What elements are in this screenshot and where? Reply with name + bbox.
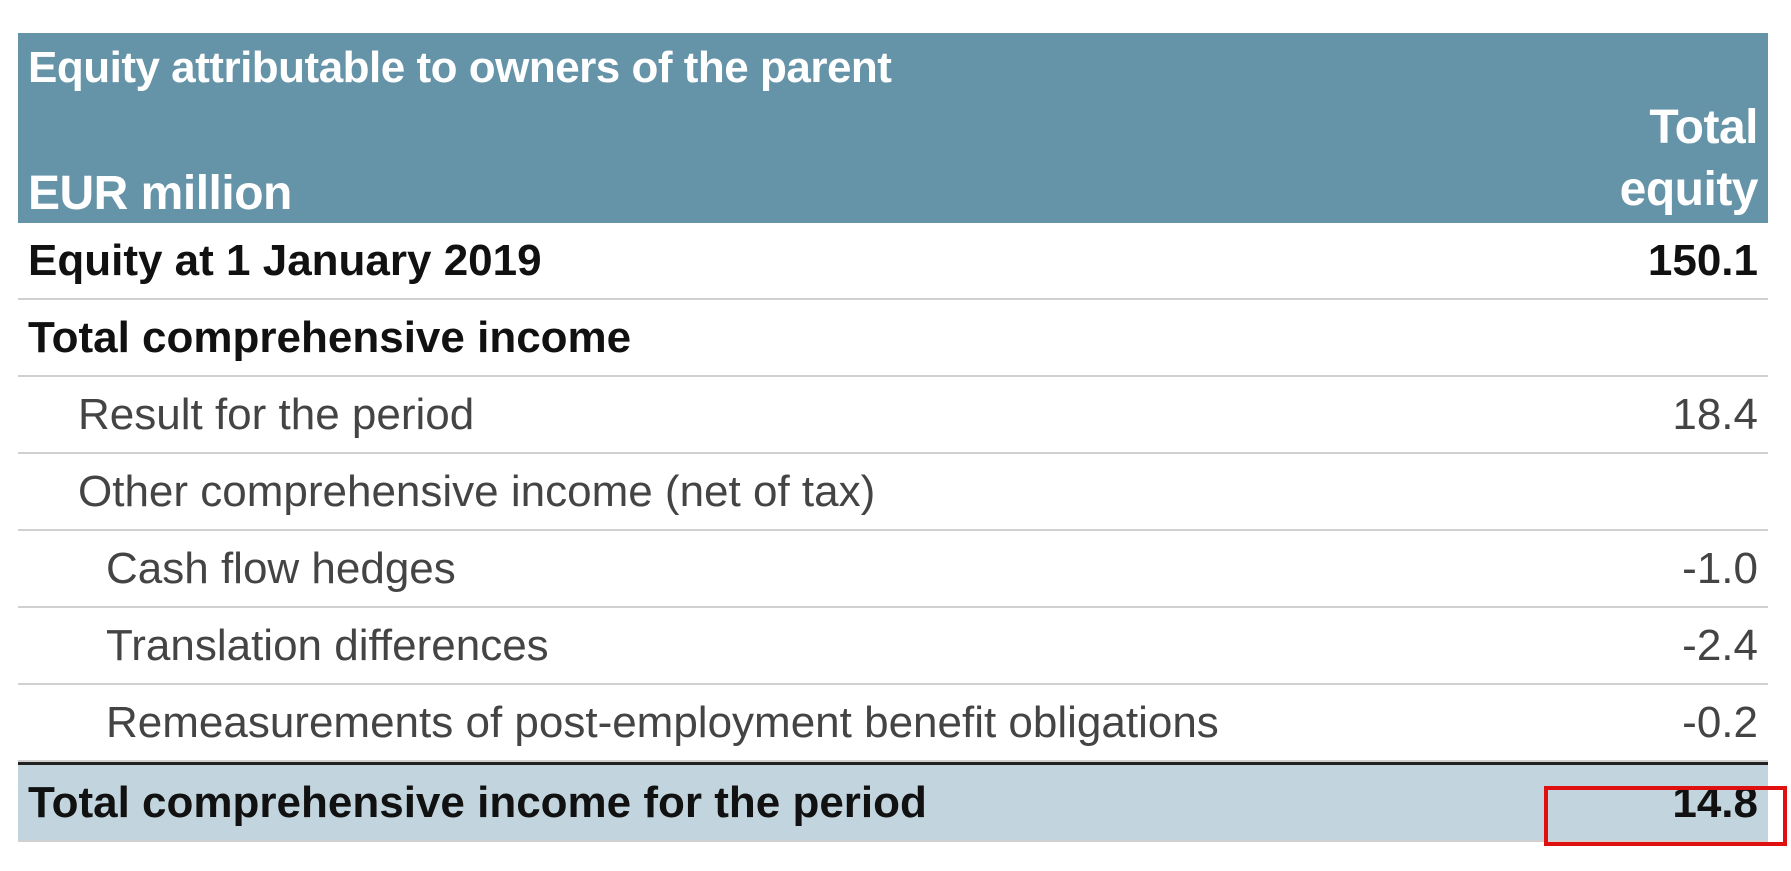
column-header-line2: equity bbox=[1619, 163, 1759, 216]
table-title: Equity attributable to owners of the par… bbox=[28, 43, 892, 92]
column-header-line1: Total bbox=[1649, 101, 1758, 154]
table-row: Total comprehensive income bbox=[18, 300, 1768, 377]
row-label: Result for the period bbox=[78, 389, 475, 439]
row-label: Cash flow hedges bbox=[106, 543, 456, 593]
row-label: Remeasurements of post-employment benefi… bbox=[106, 697, 1219, 747]
row-label: Other comprehensive income (net of tax) bbox=[78, 466, 876, 516]
highlight-box bbox=[1544, 786, 1787, 846]
row-label: Total comprehensive income for the perio… bbox=[28, 777, 927, 827]
table-row: Other comprehensive income (net of tax) bbox=[18, 454, 1768, 531]
column-header-total-equity: Total equity bbox=[1508, 97, 1759, 221]
total-row: Total comprehensive income for the perio… bbox=[18, 762, 1768, 842]
row-label: Equity at 1 January 2019 bbox=[28, 235, 542, 285]
table-row: Translation differences -2.4 bbox=[18, 608, 1768, 685]
unit-label: EUR million bbox=[28, 167, 292, 220]
table-row: Remeasurements of post-employment benefi… bbox=[18, 685, 1768, 762]
table-row: Cash flow hedges -1.0 bbox=[18, 531, 1768, 608]
row-value: -0.2 bbox=[1682, 697, 1758, 747]
row-label: Total comprehensive income bbox=[28, 312, 632, 362]
row-value: 14.8 bbox=[1672, 777, 1758, 827]
row-value: 18.4 bbox=[1672, 389, 1758, 439]
equity-table: Equity attributable to owners of the par… bbox=[18, 33, 1768, 842]
table-row: Equity at 1 January 2019 150.1 bbox=[18, 223, 1768, 300]
row-value: 150.1 bbox=[1647, 235, 1758, 285]
row-value: -2.4 bbox=[1682, 620, 1758, 670]
table-row: Result for the period 18.4 bbox=[18, 377, 1768, 454]
row-value: -1.0 bbox=[1682, 543, 1758, 593]
table-header: Equity attributable to owners of the par… bbox=[18, 33, 1768, 223]
row-label: Translation differences bbox=[106, 620, 549, 670]
